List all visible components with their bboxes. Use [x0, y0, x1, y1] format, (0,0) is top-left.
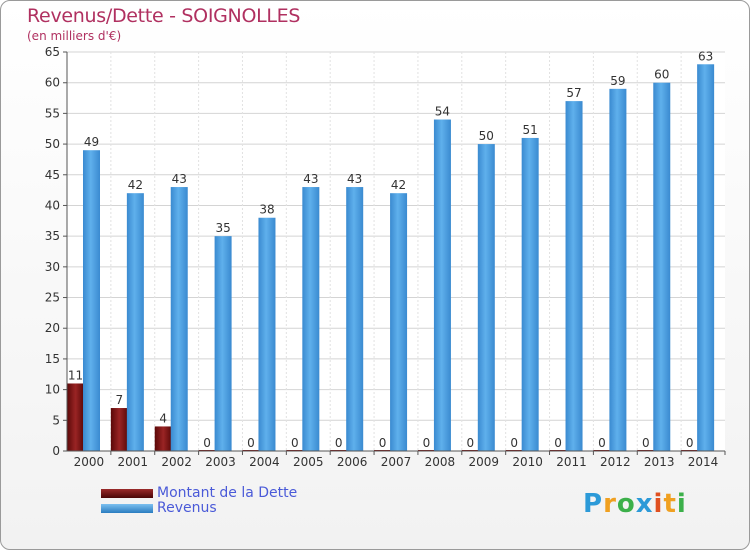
- y-tick-label: 40: [45, 198, 60, 212]
- data-label: 43: [172, 172, 187, 186]
- bar-revenus: [258, 217, 276, 451]
- data-label: 60: [654, 68, 669, 82]
- x-tick-label: 2004: [249, 455, 280, 469]
- x-tick-label: 2001: [118, 455, 149, 469]
- y-tick-label: 50: [45, 137, 60, 151]
- logo-letter: t: [663, 489, 677, 519]
- y-tick-label: 45: [45, 168, 60, 182]
- bar-revenus: [390, 193, 408, 451]
- x-tick-label: 2002: [161, 455, 192, 469]
- data-label: 0: [642, 436, 650, 450]
- bar-revenus: [83, 150, 100, 451]
- bar-revenus: [214, 236, 232, 451]
- y-tick-label: 30: [45, 260, 60, 274]
- logo-letter: r: [603, 489, 617, 519]
- bar-revenus: [170, 187, 188, 452]
- data-label: 0: [466, 436, 474, 450]
- y-tick-label: 20: [45, 321, 60, 335]
- y-tick-label: 55: [45, 106, 60, 120]
- x-tick-label: 2005: [293, 455, 324, 469]
- legend-label-dette: Montant de la Dette: [157, 485, 298, 501]
- logo-letter: x: [635, 489, 654, 519]
- y-tick-label: 5: [52, 413, 60, 427]
- y-tick-label: 15: [45, 352, 60, 366]
- data-label: 43: [347, 172, 362, 186]
- y-tick-label: 60: [45, 76, 60, 90]
- legend-label-revenus: Revenus: [157, 500, 217, 516]
- x-tick-label: 2013: [644, 455, 675, 469]
- logo-letter: P: [583, 489, 604, 519]
- x-tick-label: 2011: [556, 455, 587, 469]
- data-label: 0: [510, 436, 518, 450]
- bar-revenus: [609, 88, 627, 451]
- logo-letter: i: [676, 489, 687, 519]
- data-label: 51: [523, 123, 538, 137]
- proxiti-logo: Proxiti: [583, 489, 687, 519]
- y-tick-label: 35: [45, 229, 60, 243]
- data-label: 0: [247, 436, 255, 450]
- data-label: 7: [116, 393, 124, 407]
- bar-revenus: [697, 64, 715, 452]
- data-label: 0: [686, 436, 694, 450]
- data-label: 59: [610, 74, 625, 88]
- data-label: 49: [84, 135, 99, 149]
- data-label: 11: [68, 368, 83, 382]
- data-label: 35: [215, 221, 230, 235]
- x-tick-label: 2014: [688, 455, 719, 469]
- chart-subtitle: (en milliers d'€): [27, 29, 122, 43]
- legend-swatch-revenus: [101, 504, 153, 513]
- data-label: 0: [554, 436, 562, 450]
- x-tick-label: 2009: [468, 455, 499, 469]
- y-tick-label: 0: [52, 444, 60, 458]
- x-tick-label: 2003: [205, 455, 236, 469]
- data-label: 42: [391, 178, 406, 192]
- data-label: 38: [259, 203, 274, 217]
- data-label: 50: [479, 129, 494, 143]
- x-tick-label: 2012: [600, 455, 631, 469]
- bar-dette: [154, 426, 172, 451]
- x-tick-label: 2007: [381, 455, 412, 469]
- data-label: 0: [598, 436, 606, 450]
- legend-swatch-dette: [101, 489, 153, 498]
- y-tick-label: 10: [45, 383, 60, 397]
- data-label: 43: [303, 172, 318, 186]
- data-label: 42: [128, 178, 143, 192]
- y-tick-label: 65: [45, 45, 60, 59]
- x-tick-label: 2006: [337, 455, 368, 469]
- bar-revenus: [346, 187, 364, 452]
- data-label: 4: [159, 411, 167, 425]
- data-label: 54: [435, 105, 450, 119]
- bar-revenus: [126, 193, 144, 451]
- bar-revenus: [433, 119, 451, 452]
- x-tick-label: 2008: [425, 455, 456, 469]
- logo-letter: i: [653, 489, 664, 519]
- y-tick-label: 25: [45, 291, 60, 305]
- data-label: 0: [423, 436, 431, 450]
- bar-revenus: [477, 144, 495, 452]
- bar-revenus: [302, 187, 320, 452]
- bar-dette: [67, 383, 84, 451]
- data-label: 0: [291, 436, 299, 450]
- x-tick-label: 2010: [512, 455, 543, 469]
- data-label: 63: [698, 49, 713, 63]
- data-label: 0: [379, 436, 387, 450]
- bar-revenus: [653, 82, 671, 451]
- bar-revenus: [521, 137, 539, 451]
- bar-dette: [110, 408, 128, 451]
- data-label: 0: [335, 436, 343, 450]
- x-tick-label: 2000: [74, 455, 105, 469]
- bar-revenus: [565, 101, 583, 451]
- data-label: 57: [566, 86, 581, 100]
- data-label: 0: [203, 436, 211, 450]
- logo-letter: o: [616, 489, 636, 519]
- chart-title: Revenus/Dette - SOIGNOLLES: [27, 5, 301, 27]
